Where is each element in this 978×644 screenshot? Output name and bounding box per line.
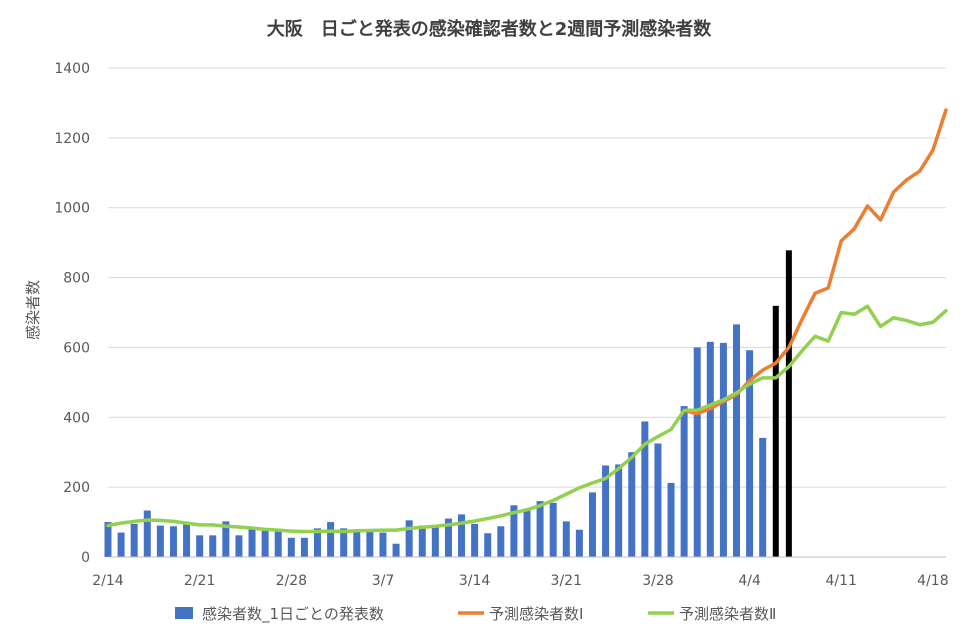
x-tick-label: 2/21 [184, 573, 215, 589]
bar [667, 482, 675, 557]
bar [759, 437, 767, 557]
bar [392, 543, 400, 557]
bar [562, 521, 570, 557]
bar [628, 452, 636, 557]
bar [379, 532, 387, 557]
bar [117, 532, 125, 557]
legend-label: 予測感染者数Ⅱ [679, 605, 776, 623]
bar [785, 250, 792, 557]
bar [274, 530, 282, 557]
y-tick-label: 1200 [54, 131, 90, 147]
bar [471, 523, 479, 557]
series-line [106, 304, 948, 534]
x-tick-label: 3/21 [551, 573, 582, 589]
x-tick-label: 3/14 [459, 573, 491, 589]
y-axis-title: 感染者数 [24, 280, 42, 340]
bar [366, 531, 374, 557]
gridlines [108, 67, 946, 488]
legend-label: 感染者数_1日ごとの発表数 [202, 605, 384, 624]
bar [536, 501, 544, 557]
x-tick-label: 2/14 [92, 573, 124, 589]
bar [602, 465, 610, 557]
bar-series [104, 250, 792, 557]
bar [353, 531, 361, 557]
bar [314, 528, 321, 557]
bar [549, 502, 557, 557]
bar [510, 505, 518, 557]
chart-title: 大阪 日ごと発表の感染確認者数と2週間予測感染者数 [267, 18, 713, 40]
x-tick-label: 2/28 [276, 573, 307, 589]
bar [405, 520, 413, 557]
bar [641, 421, 649, 557]
bar [772, 305, 779, 557]
bar [130, 523, 138, 557]
y-tick-label: 400 [63, 410, 90, 426]
bar [156, 525, 164, 557]
y-tick-label: 800 [63, 271, 90, 287]
y-tick-label: 1000 [54, 201, 90, 217]
bar [484, 533, 492, 557]
y-tick-label: 0 [81, 550, 90, 566]
bar [719, 342, 727, 557]
y-tick-label: 1400 [54, 61, 90, 77]
bar [733, 324, 740, 557]
bar [327, 522, 335, 557]
bar [222, 521, 230, 557]
bar [340, 528, 348, 557]
axes: 0 200 400 600 800 1000 1200 1400 2/14 2/21 2/28 3/7… [54, 61, 948, 589]
bar [104, 522, 112, 557]
line-series [106, 108, 948, 534]
bar [444, 518, 452, 557]
bar [418, 525, 426, 557]
bar [143, 510, 151, 557]
y-tick-label: 200 [63, 480, 90, 496]
bar [654, 443, 662, 557]
bar [497, 526, 505, 557]
bar [300, 537, 308, 557]
bar [693, 347, 701, 557]
x-tick-label: 4/11 [826, 573, 857, 589]
bar [588, 492, 596, 557]
bar [615, 464, 623, 557]
bar [196, 535, 204, 557]
bar [523, 509, 531, 557]
bar [746, 350, 754, 557]
x-tick-label: 3/28 [642, 573, 673, 589]
bar [431, 525, 439, 557]
x-tick-label: 4/18 [917, 573, 948, 589]
bar [287, 537, 295, 557]
x-tick-label: 3/7 [372, 573, 395, 589]
bar [235, 535, 243, 557]
bar [209, 535, 217, 557]
bar [248, 528, 256, 557]
bar [680, 406, 688, 557]
bar [183, 524, 191, 557]
y-tick-label: 600 [63, 340, 90, 356]
legend-label: 予測感染者数Ⅰ [489, 605, 583, 623]
bar [169, 526, 177, 557]
x-tick-label: 4/4 [738, 573, 761, 589]
legend: 感染者数_1日ごとの発表数 予測感染者数Ⅰ 予測感染者数Ⅱ [175, 605, 776, 624]
legend-swatch [175, 607, 193, 619]
bar [575, 529, 583, 557]
bar [458, 514, 466, 557]
bar [706, 341, 714, 557]
bar [261, 530, 269, 557]
